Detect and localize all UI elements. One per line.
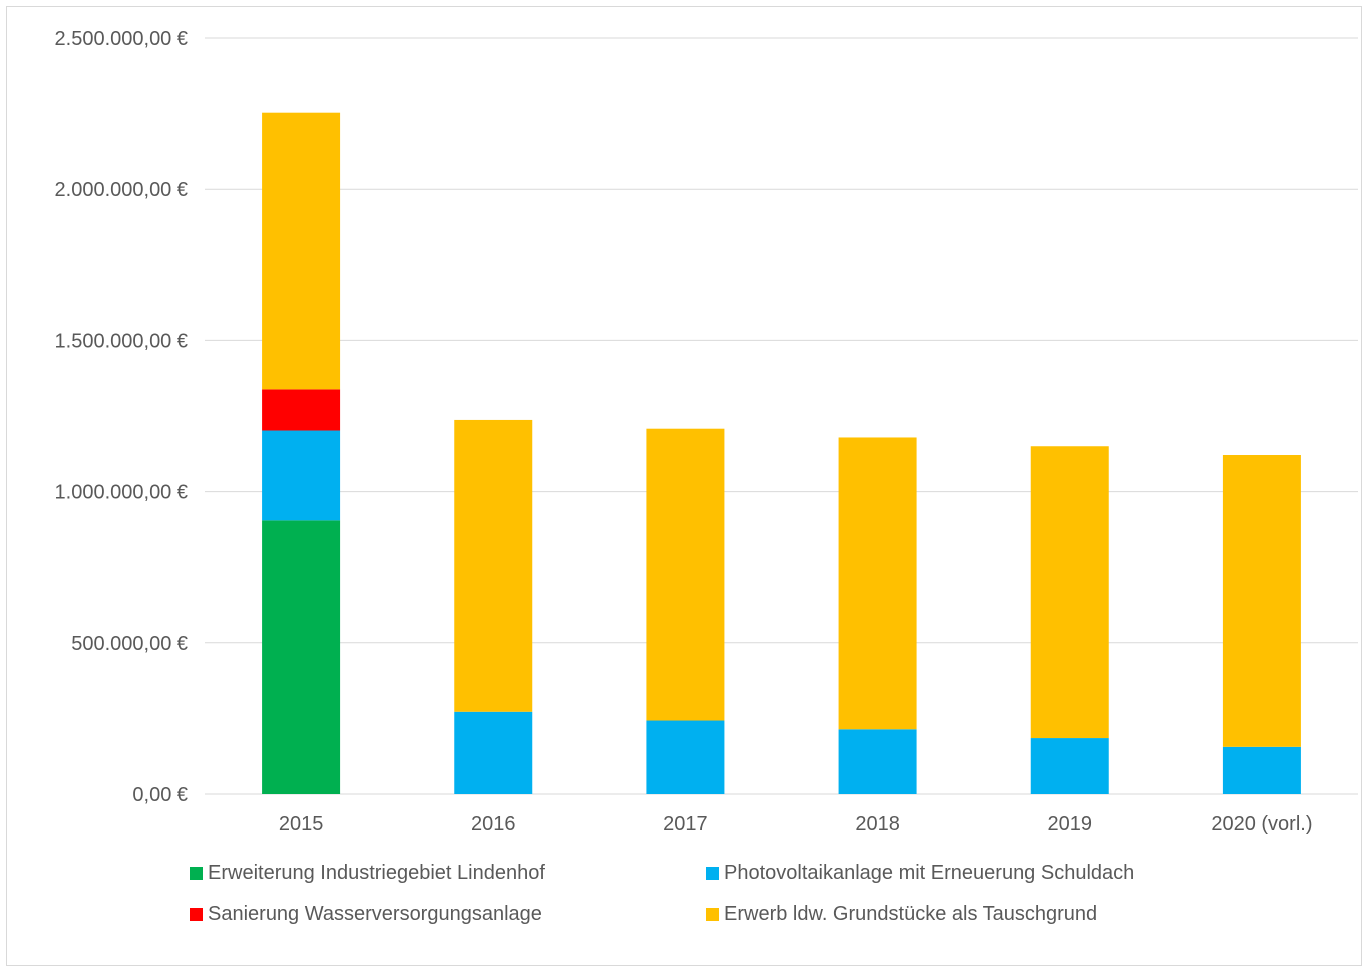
bar-segment — [1222, 455, 1301, 747]
x-tick-label: 2019 — [1048, 813, 1093, 835]
y-tick-label: 2.000.000,00 € — [55, 179, 188, 201]
y-tick-label: 1.500.000,00 € — [55, 330, 188, 352]
x-tick-label: 2015 — [279, 813, 324, 835]
bar-segment — [262, 389, 341, 431]
legend-swatch-yellow — [706, 908, 719, 921]
legend-item-erweiterung: Erweiterung Industriegebiet Lindenhof — [190, 862, 545, 885]
bar-segment — [262, 520, 341, 794]
legend-label: Sanierung Wasserversorgungsanlage — [208, 903, 542, 925]
bar-segment — [838, 729, 917, 794]
y-tick-label: 1.000.000,00 € — [55, 482, 188, 504]
bar-segment — [262, 112, 341, 390]
legend-item-sanierung: Sanierung Wasserversorgungsanlage — [190, 903, 542, 926]
stacked-bar-chart: 0,00 € 500.000,00 € 1.000.000,00 € 1.500.00… — [55, 28, 1358, 835]
legend-item-photovoltaik: Photovoltaikanlage mit Erneuerung Schuld… — [706, 862, 1134, 885]
bar-segment — [262, 430, 341, 521]
legend-swatch-red — [190, 908, 203, 921]
x-tick-label: 2016 — [471, 813, 516, 835]
y-tick-label: 500.000,00 € — [71, 633, 188, 655]
bar-segment — [646, 428, 725, 721]
bar-segment — [838, 437, 917, 730]
legend-label: Photovoltaikanlage mit Erneuerung Schuld… — [724, 862, 1135, 884]
bar-segment — [454, 711, 533, 794]
bar-segment — [1030, 738, 1109, 794]
x-tick-label: 2018 — [855, 813, 900, 835]
x-tick-label: 2017 — [663, 813, 708, 835]
legend-swatch-blue — [706, 867, 719, 880]
x-axis-tick-labels: 2015 2016 2017 2018 2019 2020 (vorl.) — [279, 813, 1313, 835]
legend-swatch-green — [190, 867, 203, 880]
legend-label: Erwerb ldw. Grundstücke als Tauschgrund — [724, 903, 1098, 925]
gridlines — [205, 37, 1358, 795]
bar-segment — [1030, 446, 1109, 739]
bar-segment — [1222, 746, 1301, 794]
bars — [262, 112, 1301, 794]
bar-segment — [646, 720, 725, 794]
x-tick-label: 2020 (vorl.) — [1211, 813, 1312, 835]
y-axis-tick-labels: 0,00 € 500.000,00 € 1.000.000,00 € 1.500.00… — [55, 28, 188, 806]
bar-segment — [454, 419, 533, 712]
y-tick-label: 0,00 € — [132, 784, 188, 806]
legend-item-erwerb: Erwerb ldw. Grundstücke als Tauschgrund — [706, 903, 1097, 926]
legend-label: Erweiterung Industriegebiet Lindenhof — [208, 862, 545, 884]
y-tick-label: 2.500.000,00 € — [55, 28, 188, 50]
